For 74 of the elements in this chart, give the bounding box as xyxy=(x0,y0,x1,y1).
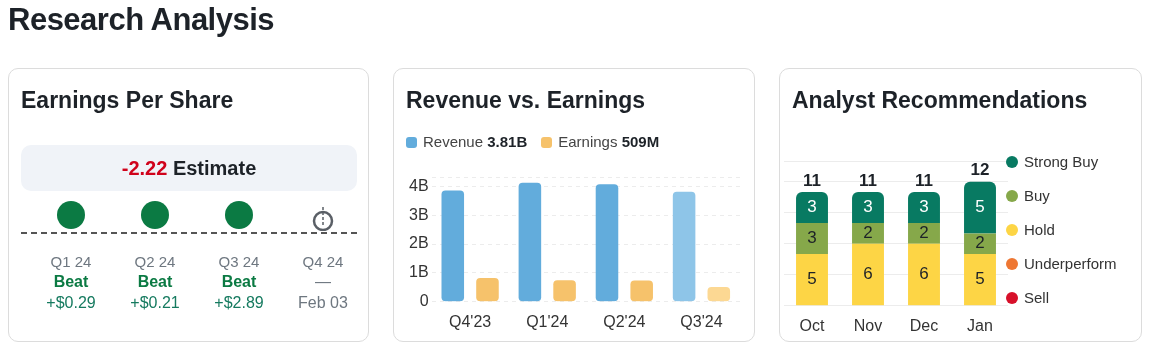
x-tick-label: Q4'23 xyxy=(449,312,492,330)
legend-label: Strong Buy xyxy=(1023,152,1100,172)
text: +$0.29 xyxy=(46,294,96,311)
total-label: 12 xyxy=(970,160,990,180)
bar xyxy=(595,184,619,302)
data-label: 6 xyxy=(919,264,929,284)
bar xyxy=(476,278,499,302)
x-tick-label: Q3'24 xyxy=(680,312,723,330)
legend-label: Sell xyxy=(1023,288,1050,308)
bar xyxy=(964,233,996,255)
x-tick-label: Oct xyxy=(799,316,825,334)
bar xyxy=(852,192,884,224)
chart-title: Revenue vs. Earnings xyxy=(406,87,646,114)
bar xyxy=(553,280,576,302)
legend-label: Underperform xyxy=(1023,254,1117,274)
bar xyxy=(796,223,828,255)
text: -2.22 xyxy=(121,157,168,179)
text: Feb 03 xyxy=(298,294,348,311)
data-label: 3 xyxy=(807,197,817,217)
bar xyxy=(518,182,542,302)
bar xyxy=(908,192,940,224)
data-label: 5 xyxy=(807,269,817,289)
total-label: 11 xyxy=(803,170,821,190)
bar xyxy=(796,192,828,224)
category-label: Q2 24 xyxy=(133,253,177,270)
text: — xyxy=(315,273,331,290)
y-tick-label: 2B xyxy=(408,234,429,252)
data-label: 3 xyxy=(863,197,873,217)
data-label: 2 xyxy=(975,233,985,253)
bar xyxy=(852,223,884,244)
total-label: 11 xyxy=(915,170,933,190)
bar xyxy=(964,254,996,306)
bar xyxy=(441,190,465,302)
data-label: 3 xyxy=(807,228,817,248)
bar xyxy=(908,243,940,306)
bar xyxy=(796,254,828,306)
bar xyxy=(707,287,731,302)
text: Beat xyxy=(53,273,89,290)
text: Research Analysis xyxy=(8,2,275,38)
bar xyxy=(672,191,696,302)
legend-label: Hold xyxy=(1023,220,1056,240)
bar xyxy=(908,223,940,244)
legend-label: Earnings 509M xyxy=(557,133,660,150)
data-label: 6 xyxy=(863,264,873,284)
y-tick-label: 1B xyxy=(408,263,429,281)
legend-label: Buy xyxy=(1023,186,1051,206)
category-label: Q3 24 xyxy=(217,253,261,270)
x-tick-label: Q1'24 xyxy=(526,312,569,330)
data-label: 5 xyxy=(975,269,985,289)
bar xyxy=(964,181,996,234)
y-tick-label: 0 xyxy=(419,292,429,310)
text: Beat xyxy=(221,273,257,290)
total-label: 11 xyxy=(859,170,877,190)
text: +$0.21 xyxy=(130,294,180,311)
x-tick-label: Nov xyxy=(853,316,883,334)
category-label: Q4 24 xyxy=(301,253,345,270)
bar xyxy=(852,243,884,306)
chart-title: Analyst Recommendations xyxy=(792,87,1088,114)
legend-label: Revenue 3.81B xyxy=(422,133,528,150)
data-label: 2 xyxy=(919,223,929,243)
data-label: 2 xyxy=(863,223,873,243)
category-label: Q1 24 xyxy=(49,253,93,270)
data-label: 3 xyxy=(919,197,929,217)
x-tick-label: Dec xyxy=(909,316,939,334)
text: Earnings Per Share xyxy=(21,87,234,114)
y-tick-label: 4B xyxy=(408,176,429,194)
data-label: 5 xyxy=(975,197,985,217)
y-tick-label: 3B xyxy=(408,205,429,223)
x-tick-label: Jan xyxy=(967,316,993,334)
text: +$2.89 xyxy=(214,294,264,311)
x-tick-label: Q2'24 xyxy=(603,312,646,330)
bar xyxy=(630,280,653,302)
text: Beat xyxy=(137,273,173,290)
text: Estimate xyxy=(172,157,257,179)
